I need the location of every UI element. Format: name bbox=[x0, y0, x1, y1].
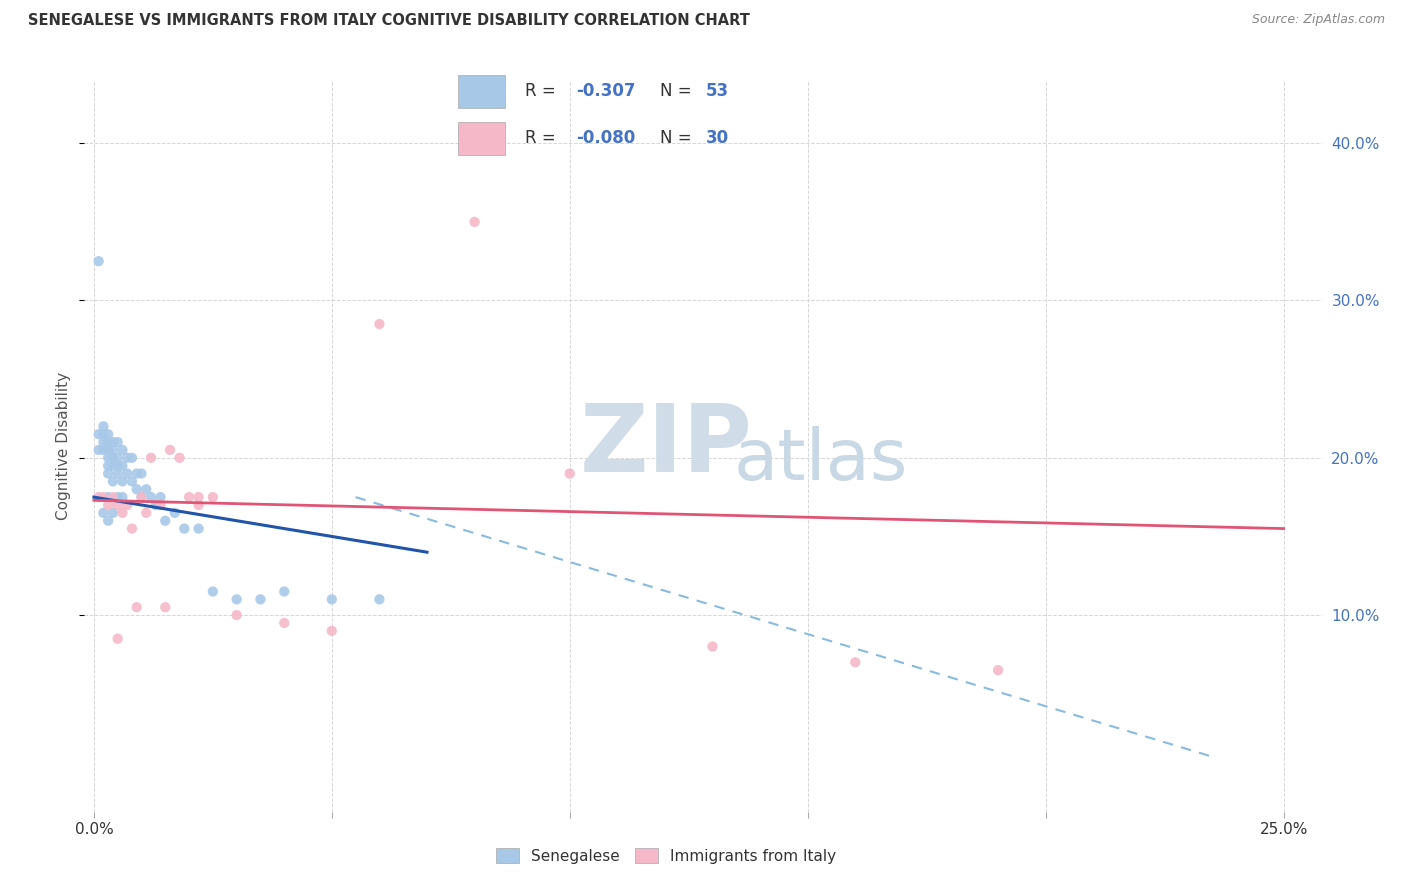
Point bbox=[121, 450, 143, 465]
Point bbox=[987, 663, 1010, 677]
Point bbox=[97, 427, 120, 442]
Text: ZIP: ZIP bbox=[579, 400, 752, 492]
Point bbox=[169, 450, 191, 465]
Point bbox=[93, 442, 115, 457]
Point bbox=[101, 435, 124, 450]
Point bbox=[131, 490, 153, 504]
Point bbox=[93, 490, 115, 504]
Point bbox=[93, 419, 115, 434]
Point bbox=[273, 584, 295, 599]
Point bbox=[139, 490, 162, 504]
Point bbox=[225, 592, 247, 607]
Point bbox=[187, 522, 209, 536]
Point bbox=[97, 490, 120, 504]
Point bbox=[111, 475, 134, 489]
Point bbox=[87, 254, 110, 268]
Point bbox=[368, 317, 391, 331]
Point bbox=[87, 427, 110, 442]
Point bbox=[139, 450, 162, 465]
Point bbox=[97, 435, 120, 450]
Point bbox=[101, 490, 124, 504]
Point bbox=[201, 490, 224, 504]
Point bbox=[87, 442, 110, 457]
Point bbox=[125, 467, 148, 481]
Point bbox=[107, 435, 129, 450]
Point bbox=[97, 442, 120, 457]
Point bbox=[249, 592, 271, 607]
Point bbox=[135, 482, 157, 496]
Point bbox=[97, 458, 120, 473]
Point bbox=[97, 450, 120, 465]
Point bbox=[155, 514, 177, 528]
Point bbox=[107, 450, 129, 465]
Point bbox=[125, 482, 148, 496]
Point bbox=[115, 498, 138, 512]
Point bbox=[155, 600, 177, 615]
Point bbox=[97, 467, 120, 481]
Point bbox=[121, 522, 143, 536]
Text: 53: 53 bbox=[706, 82, 730, 100]
Point bbox=[163, 506, 186, 520]
Point bbox=[97, 514, 120, 528]
Point bbox=[135, 506, 157, 520]
Text: SENEGALESE VS IMMIGRANTS FROM ITALY COGNITIVE DISABILITY CORRELATION CHART: SENEGALESE VS IMMIGRANTS FROM ITALY COGN… bbox=[28, 13, 749, 29]
Point bbox=[101, 450, 124, 465]
Point bbox=[149, 490, 172, 504]
Point bbox=[321, 592, 343, 607]
FancyBboxPatch shape bbox=[457, 75, 505, 108]
Point bbox=[125, 600, 148, 615]
Point bbox=[107, 632, 129, 646]
Point bbox=[107, 467, 129, 481]
Legend: Senegalese, Immigrants from Italy: Senegalese, Immigrants from Italy bbox=[489, 842, 842, 870]
Y-axis label: Cognitive Disability: Cognitive Disability bbox=[56, 372, 72, 520]
Text: N =: N = bbox=[661, 82, 697, 100]
Text: -0.307: -0.307 bbox=[576, 82, 636, 100]
Point bbox=[177, 490, 200, 504]
Point bbox=[201, 584, 224, 599]
Point bbox=[121, 475, 143, 489]
FancyBboxPatch shape bbox=[457, 122, 505, 155]
Point bbox=[115, 467, 138, 481]
Point bbox=[101, 475, 124, 489]
Point bbox=[187, 490, 209, 504]
Point bbox=[844, 655, 866, 669]
Point bbox=[149, 498, 172, 512]
Point bbox=[321, 624, 343, 638]
Point bbox=[111, 442, 134, 457]
Point bbox=[187, 498, 209, 512]
Point bbox=[97, 498, 120, 512]
Text: Source: ZipAtlas.com: Source: ZipAtlas.com bbox=[1251, 13, 1385, 27]
Point bbox=[115, 450, 138, 465]
Point bbox=[131, 467, 153, 481]
Point bbox=[93, 435, 115, 450]
Point bbox=[273, 615, 295, 630]
Text: N =: N = bbox=[661, 129, 697, 147]
Point bbox=[107, 498, 129, 512]
Point bbox=[464, 215, 486, 229]
Point bbox=[111, 458, 134, 473]
Text: 30: 30 bbox=[706, 129, 730, 147]
Point bbox=[93, 506, 115, 520]
Point bbox=[111, 506, 134, 520]
Point bbox=[173, 522, 195, 536]
Point bbox=[101, 442, 124, 457]
Point bbox=[131, 490, 153, 504]
Point bbox=[159, 442, 181, 457]
Point bbox=[145, 498, 167, 512]
Text: atlas: atlas bbox=[734, 426, 908, 495]
Point bbox=[368, 592, 391, 607]
Point bbox=[111, 490, 134, 504]
Text: -0.080: -0.080 bbox=[576, 129, 636, 147]
Point bbox=[101, 458, 124, 473]
Point bbox=[87, 490, 110, 504]
Point bbox=[225, 608, 247, 623]
Point bbox=[558, 467, 581, 481]
Text: R =: R = bbox=[526, 82, 561, 100]
Text: R =: R = bbox=[526, 129, 561, 147]
Point bbox=[107, 458, 129, 473]
Point bbox=[101, 506, 124, 520]
Point bbox=[93, 427, 115, 442]
Point bbox=[107, 490, 129, 504]
Point bbox=[702, 640, 724, 654]
